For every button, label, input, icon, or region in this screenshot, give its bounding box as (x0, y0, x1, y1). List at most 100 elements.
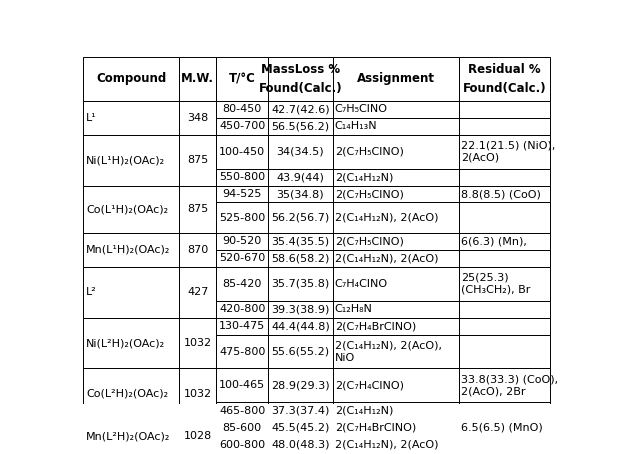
Bar (332, 419, 459, 436)
Text: Ni(L²H)₂(OAc)₂: Ni(L²H)₂(OAc)₂ (86, 338, 165, 348)
Bar (216, 318, 269, 335)
Bar (459, 168, 550, 186)
Bar (269, 202, 332, 233)
Text: 80-450: 80-450 (223, 104, 262, 114)
Bar (179, 135, 216, 186)
Bar (269, 186, 332, 202)
Text: 450-700: 450-700 (219, 121, 265, 131)
Text: 420-800: 420-800 (219, 304, 265, 314)
Text: 44.4(44.8): 44.4(44.8) (271, 321, 330, 331)
Text: 550-800: 550-800 (219, 172, 265, 182)
Bar (269, 118, 332, 135)
Text: 6(6.3) (Mn),: 6(6.3) (Mn), (461, 237, 527, 247)
Bar (269, 101, 332, 118)
Text: 2(C₇H₄BrClNO): 2(C₇H₄BrClNO) (335, 423, 416, 433)
Bar (216, 250, 269, 267)
Bar (179, 186, 216, 233)
Bar (332, 250, 459, 267)
Text: 37.3(37.4): 37.3(37.4) (271, 406, 330, 416)
Bar (179, 419, 216, 453)
Bar (216, 267, 269, 301)
Bar (332, 202, 459, 233)
Text: C₇H₄ClNO: C₇H₄ClNO (335, 279, 388, 289)
Bar (216, 301, 269, 318)
Text: 870: 870 (187, 245, 209, 255)
Text: 43.9(44): 43.9(44) (276, 172, 325, 182)
Bar (83, 135, 179, 186)
Text: 600-800: 600-800 (219, 440, 265, 450)
Text: 1032: 1032 (184, 338, 212, 348)
Bar (269, 233, 332, 250)
Bar (269, 250, 332, 267)
Text: 56.5(56.2): 56.5(56.2) (271, 121, 330, 131)
Text: 33.8(33.3) (CoO),
2(AcO), 2Br: 33.8(33.3) (CoO), 2(AcO), 2Br (461, 375, 558, 396)
Text: 2(C₇H₅ClNO): 2(C₇H₅ClNO) (335, 237, 404, 247)
Bar (83, 419, 179, 453)
Text: 1028: 1028 (184, 431, 212, 441)
Text: 2(C₇H₄ClNO): 2(C₇H₄ClNO) (335, 380, 404, 390)
Bar (459, 267, 550, 301)
Text: C₁₂H₈N: C₁₂H₈N (335, 304, 373, 314)
Text: 56.2(56.7): 56.2(56.7) (271, 213, 330, 223)
Bar (332, 436, 459, 453)
Text: Found(Calc.): Found(Calc.) (462, 82, 546, 95)
Bar (216, 202, 269, 233)
Text: Mn(L²H)₂(OAc)₂: Mn(L²H)₂(OAc)₂ (86, 431, 170, 441)
Bar (332, 101, 459, 118)
Text: 2(C₁₄H₁₂N): 2(C₁₄H₁₂N) (335, 172, 393, 182)
Bar (179, 267, 216, 318)
Text: 39.3(38.9): 39.3(38.9) (271, 304, 330, 314)
Bar (216, 168, 269, 186)
Bar (332, 57, 459, 101)
Bar (459, 101, 550, 118)
Text: L¹: L¹ (86, 113, 97, 123)
Text: M.W.: M.W. (181, 72, 214, 85)
Bar (216, 335, 269, 369)
Text: 2(C₇H₅ClNO): 2(C₇H₅ClNO) (335, 189, 404, 199)
Bar (216, 233, 269, 250)
Text: 348: 348 (187, 113, 209, 123)
Text: 2(C₁₄H₁₂N), 2(AcO): 2(C₁₄H₁₂N), 2(AcO) (335, 253, 439, 263)
Text: 100-450: 100-450 (219, 147, 265, 157)
Bar (332, 301, 459, 318)
Text: 100-465: 100-465 (219, 380, 265, 390)
Text: 94-525: 94-525 (223, 189, 262, 199)
Bar (269, 57, 332, 101)
Bar (332, 168, 459, 186)
Bar (83, 369, 179, 419)
Bar (459, 419, 550, 436)
Bar (332, 267, 459, 301)
Text: Co(L¹H)₂(OAc)₂: Co(L¹H)₂(OAc)₂ (86, 204, 168, 214)
Text: 35(34.8): 35(34.8) (276, 189, 324, 199)
Bar (269, 135, 332, 168)
Bar (459, 301, 550, 318)
Text: T/°C: T/°C (229, 72, 256, 85)
Text: 85-600: 85-600 (223, 423, 262, 433)
Bar (459, 233, 550, 250)
Text: 475-800: 475-800 (219, 346, 265, 356)
Text: 22.1(21.5) (NiO),
2(AcO): 22.1(21.5) (NiO), 2(AcO) (461, 141, 555, 163)
Text: Compound: Compound (96, 72, 166, 85)
Bar (179, 233, 216, 267)
Bar (216, 186, 269, 202)
Text: 6.5(6.5) (MnO): 6.5(6.5) (MnO) (461, 423, 543, 433)
Text: Residual %: Residual % (468, 63, 541, 76)
Text: 48.0(48.3): 48.0(48.3) (271, 440, 330, 450)
Text: Ni(L¹H)₂(OAc)₂: Ni(L¹H)₂(OAc)₂ (86, 155, 165, 165)
Text: 2(C₁₄H₁₂N), 2(AcO),
NiO: 2(C₁₄H₁₂N), 2(AcO), NiO (335, 340, 442, 363)
Text: 35.7(35.8): 35.7(35.8) (271, 279, 330, 289)
Bar (269, 335, 332, 369)
Bar (269, 436, 332, 453)
Text: 34(34.5): 34(34.5) (276, 147, 324, 157)
Text: 875: 875 (187, 204, 209, 214)
Text: MassLoss %: MassLoss % (261, 63, 340, 76)
Bar (216, 101, 269, 118)
Text: 525-800: 525-800 (219, 213, 265, 223)
Text: 1032: 1032 (184, 389, 212, 399)
Text: 2(C₇H₅ClNO): 2(C₇H₅ClNO) (335, 147, 404, 157)
Text: 427: 427 (187, 287, 209, 297)
Text: Co(L²H)₂(OAc)₂: Co(L²H)₂(OAc)₂ (86, 389, 168, 399)
Bar (459, 369, 550, 402)
Text: Found(Calc.): Found(Calc.) (259, 82, 342, 95)
Bar (332, 118, 459, 135)
